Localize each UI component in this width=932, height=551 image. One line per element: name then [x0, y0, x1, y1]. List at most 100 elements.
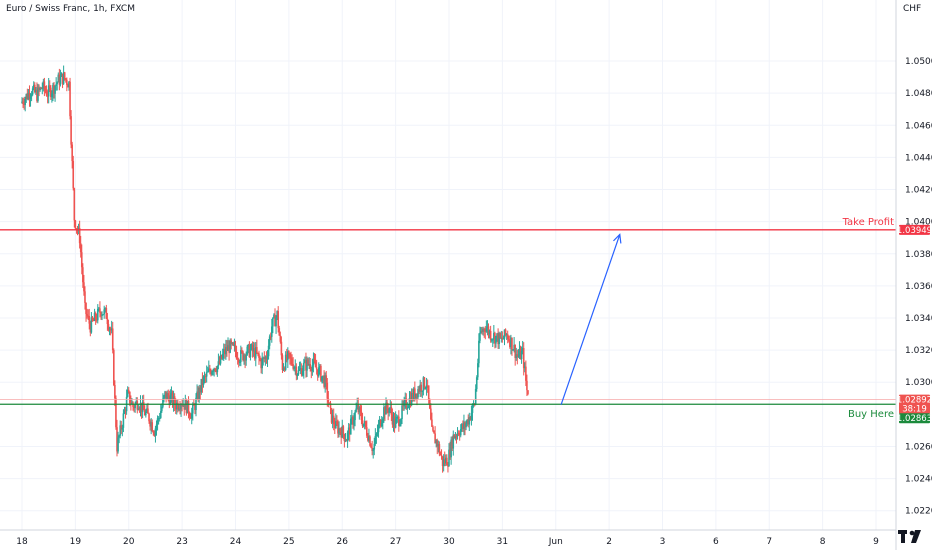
candle-body [142, 402, 145, 411]
candle-body [511, 337, 513, 351]
candle-body [463, 422, 465, 429]
candle-body [139, 402, 142, 410]
candle-body [371, 447, 373, 452]
candle-body [507, 339, 510, 341]
candle-body [353, 420, 355, 425]
candle-body [31, 88, 34, 95]
candle-body [233, 345, 236, 347]
candle-body [202, 376, 205, 385]
candle-body [107, 324, 110, 330]
candle-body [425, 385, 428, 388]
candle-body [409, 397, 412, 406]
candle-body [72, 161, 75, 189]
candle-body [389, 407, 392, 409]
candle-body [321, 376, 323, 381]
candle-body [327, 398, 330, 403]
projection-arrow[interactable] [560, 233, 622, 405]
x-tick-label: 2 [606, 537, 612, 547]
candle-body [62, 72, 65, 84]
candle-body [59, 76, 62, 85]
candle-body [26, 94, 29, 99]
candle-body [490, 339, 493, 341]
y-tick-label: 1.03600 [905, 282, 932, 292]
candle-body [484, 330, 487, 332]
candle-body [297, 370, 300, 375]
current-price-tag-text: 38:19 [902, 405, 927, 415]
candle-body [44, 89, 47, 92]
candle-body [436, 440, 439, 447]
candle-body [221, 353, 224, 359]
candle-body [215, 370, 218, 373]
candle-body [467, 419, 470, 425]
candle-body [260, 360, 262, 369]
candle-body [311, 365, 314, 372]
candle-body [262, 357, 265, 359]
candle-body [71, 144, 73, 162]
candle-body [252, 348, 255, 352]
candle-body [465, 423, 467, 428]
candle-body [317, 367, 320, 377]
candle-body [315, 367, 318, 370]
candle-body [224, 349, 226, 355]
candle-body [41, 87, 44, 90]
candle-body [113, 350, 115, 386]
candle-body [159, 411, 162, 418]
candle-body [443, 459, 446, 464]
candle-body [392, 416, 395, 425]
candle-body [328, 402, 331, 404]
candle-body [457, 432, 460, 435]
candle-body [110, 328, 113, 331]
candle-body [369, 436, 371, 446]
candle-body [357, 403, 360, 413]
take-profit-price-tag [899, 224, 930, 235]
candle-body [505, 334, 508, 336]
candle-body [517, 355, 520, 357]
candle-body [58, 74, 61, 85]
candle-body [435, 440, 437, 444]
candle-body [37, 87, 39, 101]
candle-body [483, 328, 486, 331]
candle-body [329, 402, 332, 409]
candle-body [138, 408, 141, 410]
candle-body [145, 411, 147, 416]
take-profit-label: Take Profit [842, 217, 895, 228]
x-tick-label: 3 [660, 537, 666, 547]
candle-body [420, 384, 423, 392]
candle-body [520, 351, 523, 360]
candle-body [164, 391, 166, 396]
candle-body [177, 402, 179, 410]
candle-body [87, 315, 89, 317]
candle-body [367, 435, 369, 441]
candle-body [464, 422, 466, 428]
candle-body [269, 336, 272, 338]
candle-body [301, 370, 304, 376]
candle-body [45, 91, 48, 96]
candle-body [506, 334, 509, 340]
candle-body [434, 433, 436, 444]
candle-body [165, 391, 167, 399]
grid [0, 0, 896, 530]
candle-body [384, 407, 386, 415]
candle-body [355, 408, 357, 412]
candle-body [407, 406, 410, 408]
candle-body [481, 331, 483, 333]
y-tick-label: 1.04800 [905, 89, 932, 99]
tradingview-logo[interactable] [897, 528, 929, 546]
candle-body [494, 332, 496, 344]
candle-body [154, 428, 157, 437]
candle-body [82, 267, 84, 283]
candle-body [47, 85, 50, 97]
candle-body [226, 347, 228, 351]
candle-body [254, 347, 257, 359]
candle-body [79, 243, 82, 253]
candle-body [279, 335, 282, 342]
candle-body [398, 416, 400, 426]
candle-body [93, 312, 96, 321]
candle-body [361, 420, 364, 427]
candle-body [458, 434, 461, 436]
candle-body [256, 347, 258, 353]
candle-body [42, 81, 45, 88]
candle-body [251, 344, 254, 352]
candle-body [28, 92, 31, 100]
